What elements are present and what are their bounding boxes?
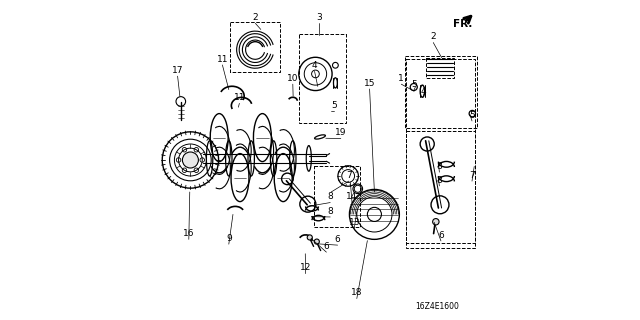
Text: 8: 8 <box>328 192 333 201</box>
Text: 12: 12 <box>300 263 311 272</box>
Text: 11: 11 <box>234 93 245 102</box>
Bar <box>426 58 454 78</box>
Text: 18: 18 <box>351 288 362 297</box>
Text: 15: 15 <box>364 79 375 88</box>
Bar <box>406 131 475 243</box>
Text: 7: 7 <box>346 171 351 180</box>
Text: 9: 9 <box>226 234 232 243</box>
Text: 4: 4 <box>420 87 426 96</box>
Text: 19: 19 <box>335 128 346 137</box>
Bar <box>406 59 475 248</box>
Text: 6: 6 <box>438 231 444 240</box>
Text: 17: 17 <box>172 66 183 75</box>
Circle shape <box>182 152 198 168</box>
Text: 11: 11 <box>217 55 228 64</box>
Text: 7: 7 <box>469 171 475 180</box>
Text: 10: 10 <box>287 74 298 83</box>
Text: FR.: FR. <box>453 19 472 29</box>
Text: 8: 8 <box>328 207 333 216</box>
Text: 6: 6 <box>324 242 329 251</box>
Bar <box>300 34 346 123</box>
Bar <box>314 166 360 227</box>
Bar <box>405 56 477 128</box>
Circle shape <box>314 239 319 244</box>
Text: 2: 2 <box>253 13 258 22</box>
Text: 5: 5 <box>469 111 475 120</box>
Text: 6: 6 <box>335 235 340 244</box>
Text: 3: 3 <box>316 13 322 22</box>
Text: 4: 4 <box>312 61 317 70</box>
Text: 1: 1 <box>399 74 404 83</box>
Text: 16: 16 <box>183 229 195 238</box>
Text: 5: 5 <box>332 101 337 110</box>
Circle shape <box>433 219 439 225</box>
Text: 5: 5 <box>411 80 417 89</box>
Text: 8: 8 <box>436 162 442 171</box>
Text: 14: 14 <box>346 192 358 201</box>
Text: 2: 2 <box>431 32 436 41</box>
Text: 16Z4E1600: 16Z4E1600 <box>415 302 460 311</box>
Circle shape <box>307 235 312 240</box>
Text: 13: 13 <box>349 218 360 227</box>
Text: 8: 8 <box>436 176 442 185</box>
Bar <box>230 22 280 72</box>
